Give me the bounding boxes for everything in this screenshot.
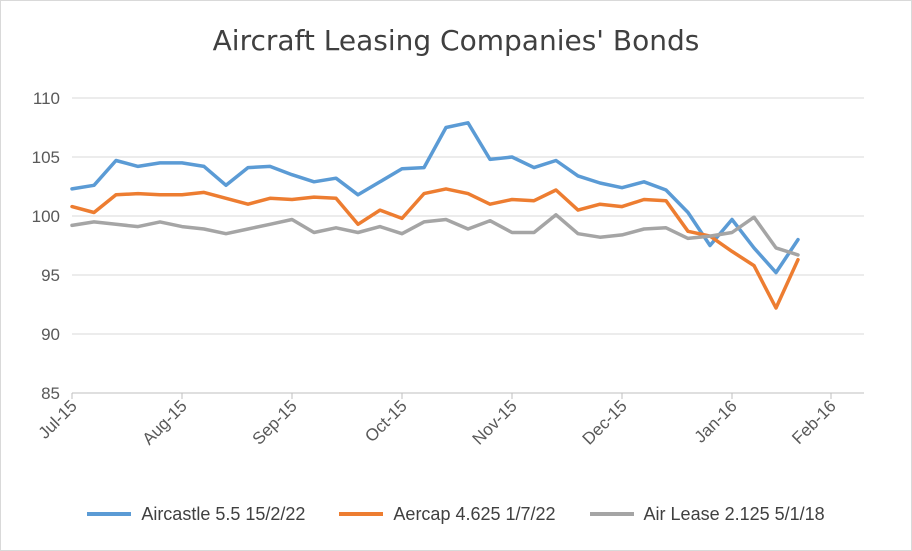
legend-item-aircastle: Aircastle 5.5 15/2/22 (87, 504, 305, 525)
series-line-2 (70, 213, 800, 257)
x-tick-label: Dec-15 (579, 396, 631, 448)
y-tick-label: 105 (32, 148, 60, 167)
y-tick-label: 85 (41, 384, 60, 403)
y-tick-label: 110 (33, 89, 60, 108)
y-tick-label: 90 (41, 325, 60, 344)
x-tick-label: Nov-15 (469, 396, 521, 448)
x-tick-label: Oct-15 (361, 396, 411, 446)
legend-swatch (589, 512, 634, 516)
legend-label: Aircastle 5.5 15/2/22 (141, 503, 306, 524)
chart-title: Aircraft Leasing Companies' Bonds (212, 24, 700, 57)
series-line-1 (70, 187, 800, 310)
legend-item-air-lease: Air Lease 2.125 5/1/18 (589, 503, 825, 525)
legend-swatch (87, 512, 132, 516)
x-tick-label: Jul-15 (35, 396, 81, 442)
y-tick-label: 100 (32, 207, 60, 226)
x-tick-label: Sep-15 (249, 396, 301, 448)
legend-label: Aercap 4.625 1/7/22 (393, 503, 556, 524)
legend-item-aercap: Aercap 4.625 1/7/22 (339, 503, 556, 525)
x-tick-label: Feb-16 (788, 396, 840, 448)
legend-swatch (339, 512, 384, 516)
y-tick-label: 95 (41, 266, 60, 285)
series-line-0 (70, 121, 800, 275)
chart-legend: Aircastle 5.5 15/2/22 Aercap 4.625 1/7/2… (0, 500, 912, 528)
x-tick-label: Jan-16 (691, 396, 741, 446)
legend-label: Air Lease 2.125 5/1/18 (643, 503, 825, 524)
x-tick-label: Aug-15 (139, 396, 191, 448)
